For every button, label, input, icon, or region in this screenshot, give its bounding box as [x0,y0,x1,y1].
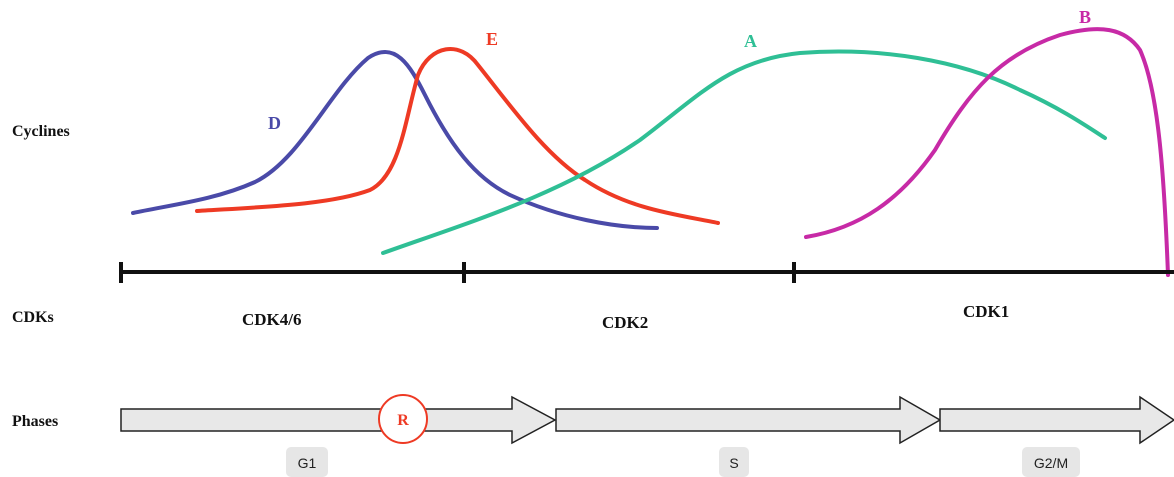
g1-label: G1 [298,455,317,471]
restriction-point-label: R [397,412,409,429]
cyclin-d-label: D [268,113,281,133]
cyclin-b-label: B [1079,7,1091,27]
s-label: S [729,455,738,471]
restriction-point-marker [378,394,428,444]
cdk2-label: CDK2 [602,313,648,332]
cdk-timeline [119,262,1174,283]
g2m-label: G2/M [1034,455,1068,471]
g1-label-box [286,447,328,477]
cyclin-a-curve [381,49,1107,255]
cyclin-d-curve [131,50,659,230]
s-label-box [719,447,749,477]
cdk46-label: CDK4/6 [242,310,302,329]
row-label-cyclines: Cyclines [12,123,70,140]
g1-phase-arrow [120,395,557,445]
cyclin-e-label: E [486,29,498,49]
phase-arrows [120,395,1174,445]
row-label-cdks: CDKs [12,309,54,326]
g2m-label-box [1022,447,1080,477]
cyclin-b-curve [804,27,1170,277]
row-label-phases: Phases [12,413,58,430]
cyclin-a-label: A [744,31,757,51]
cyclin-e-curve [195,47,720,225]
s-phase-arrow [555,395,942,445]
g2m-phase-arrow [939,395,1174,445]
cdk1-label: CDK1 [963,302,1009,321]
